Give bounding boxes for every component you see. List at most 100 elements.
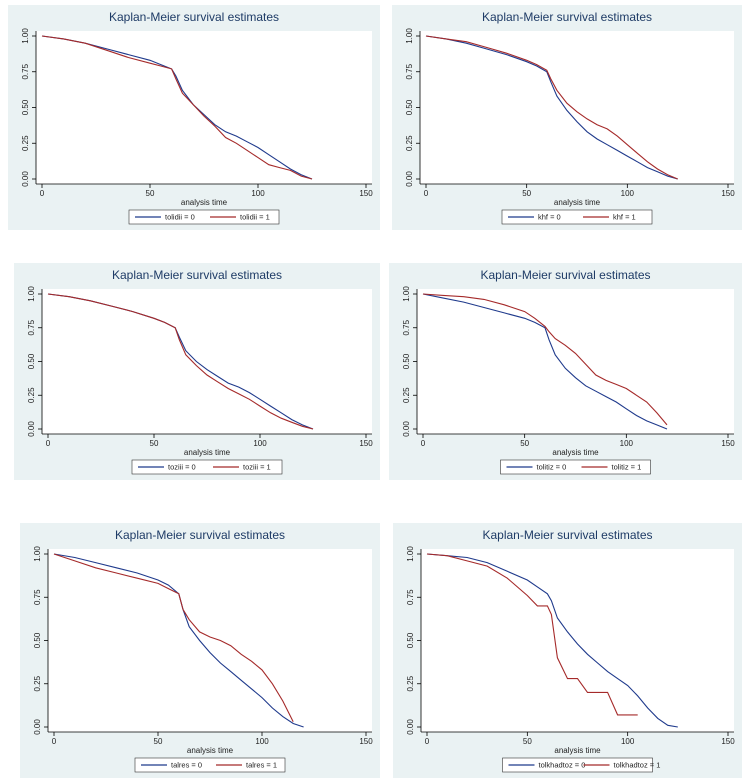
y-tick-label: 0.00 [21,171,30,187]
y-tick-label: 1.00 [405,28,414,44]
y-tick-label: 0.50 [402,353,411,369]
y-tick-label: 0.50 [406,632,415,648]
y-tick-label: 0.50 [21,99,30,115]
x-axis-label: analysis time [181,198,228,207]
x-tick-label: 0 [425,737,430,746]
legend-label: tolkhadtoz = 0 [539,760,586,769]
y-tick-label: 1.00 [406,546,415,562]
y-tick-label: 0.75 [21,63,30,79]
y-tick-label: 0.00 [33,719,42,735]
survival-line [53,553,294,723]
x-tick-label: 100 [620,439,634,448]
survival-line [426,553,678,728]
x-tick-label: 50 [520,439,529,448]
legend-label: talres = 0 [171,760,202,769]
x-axis-label: analysis time [554,746,601,755]
x-tick-label: 0 [46,439,51,448]
x-tick-label: 150 [359,737,373,746]
chart-title: Kaplan-Meier survival estimates [482,528,652,542]
x-tick-label: 100 [255,737,269,746]
y-tick-label: 0.75 [27,319,36,335]
y-tick-label: 0.00 [406,719,415,735]
survival-line [425,35,678,180]
chart-title: Kaplan-Meier survival estimates [480,268,650,282]
survival-line [53,553,304,728]
chart-title: Kaplan-Meier survival estimates [109,10,279,24]
y-tick-label: 0.25 [27,387,36,403]
chart-title: Kaplan-Meier survival estimates [482,10,652,24]
x-tick-label: 50 [146,189,155,198]
x-tick-label: 100 [253,439,267,448]
y-tick-label: 0.50 [27,353,36,369]
legend-label: toziii = 1 [243,462,271,471]
x-tick-label: 50 [523,737,532,746]
panel: Kaplan-Meier survival estimates 0.00 0.25 0… [8,5,380,230]
x-axis-label: analysis time [554,198,601,207]
y-tick-label: 0.25 [33,675,42,691]
y-tick-label: 1.00 [402,286,411,302]
legend-box [502,757,653,773]
legend-label: toziii = 0 [168,462,196,471]
plot-area [417,289,734,434]
plot-area [42,289,372,434]
y-tick-label: 0.25 [406,675,415,691]
legend-box [134,757,286,773]
y-tick-label: 1.00 [33,546,42,562]
x-axis-label: analysis time [552,448,599,457]
plot-area [36,31,372,184]
x-tick-label: 150 [721,439,735,448]
x-tick-label: 0 [421,439,426,448]
plot-area [420,31,734,184]
y-tick-label: 0.50 [33,632,42,648]
y-tick-label: 0.50 [405,99,414,115]
legend-label: tolitiz = 1 [612,462,642,471]
x-tick-label: 50 [522,189,531,198]
y-tick-label: 1.00 [27,286,36,302]
legend-label: tolitiz = 0 [537,462,567,471]
survival-line [425,35,678,180]
y-tick-label: 0.25 [21,135,30,151]
x-tick-label: 100 [621,737,635,746]
y-tick-label: 0.75 [402,319,411,335]
x-tick-label: 100 [251,189,265,198]
y-tick-label: 0.00 [405,171,414,187]
x-axis-label: analysis time [184,448,231,457]
panel: Kaplan-Meier survival estimates 0.00 0.25 0… [389,263,742,480]
legend-label: tolidii = 0 [165,212,195,221]
survival-line [426,553,638,716]
legend-label: khf = 0 [538,212,561,221]
y-tick-label: 0.00 [402,421,411,437]
survival-line [41,35,313,180]
panel: Kaplan-Meier survival estimates 0.00 0.25 0… [20,523,380,778]
legend-label: tolkhadtoz = 1 [614,760,661,769]
panel: Kaplan-Meier survival estimates 0.00 0.25 0… [14,263,380,480]
x-tick-label: 50 [150,439,159,448]
panel: Kaplan-Meier survival estimates 0.00 0.25 0… [392,5,742,230]
x-tick-label: 0 [52,737,57,746]
legend-box [500,459,651,475]
x-tick-label: 150 [721,737,735,746]
x-tick-label: 150 [359,189,373,198]
y-tick-label: 1.00 [21,28,30,44]
x-axis-label: analysis time [187,746,234,755]
x-tick-label: 0 [40,189,45,198]
y-tick-label: 0.25 [402,387,411,403]
legend-box [128,209,280,225]
legend-box [501,209,653,225]
legend-box [131,459,283,475]
y-tick-label: 0.00 [27,421,36,437]
survival-line [47,293,314,430]
survival-line [422,293,668,426]
y-tick-label: 0.75 [405,63,414,79]
y-tick-label: 0.25 [405,135,414,151]
plot-area [421,549,734,732]
legend-label: tolidii = 1 [240,212,270,221]
x-tick-label: 50 [154,737,163,746]
y-tick-label: 0.75 [33,589,42,605]
chart-title: Kaplan-Meier survival estimates [112,268,282,282]
survival-line [422,293,668,430]
x-tick-label: 0 [424,189,429,198]
x-tick-label: 150 [359,439,373,448]
chart-title: Kaplan-Meier survival estimates [115,528,285,542]
